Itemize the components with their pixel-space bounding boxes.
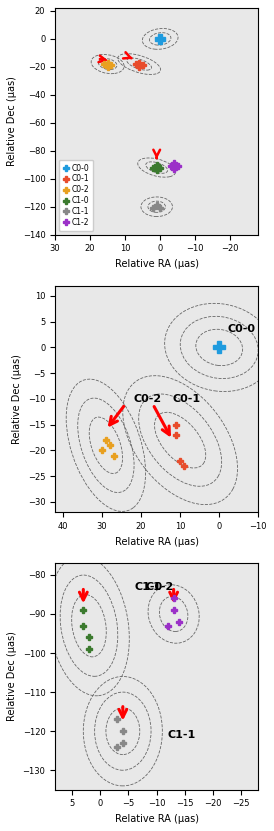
Text: C0-2: C0-2	[133, 394, 161, 404]
X-axis label: Relative RA (μas): Relative RA (μas)	[115, 259, 199, 269]
Text: C1-0: C1-0	[134, 582, 162, 592]
X-axis label: Relative RA (μas): Relative RA (μas)	[115, 814, 199, 824]
Text: C1-2: C1-2	[145, 582, 174, 592]
X-axis label: Relative RA (μas): Relative RA (μas)	[115, 537, 199, 547]
Text: C0-1: C0-1	[172, 394, 201, 404]
Y-axis label: Relative Dec (μas): Relative Dec (μas)	[12, 354, 22, 444]
Legend: C0-0, C0-1, C0-2, C1-0, C1-1, C1-2: C0-0, C0-1, C0-2, C1-0, C1-1, C1-2	[59, 160, 93, 231]
Y-axis label: Relative Dec (μas): Relative Dec (μas)	[7, 632, 17, 721]
Y-axis label: Relative Dec (μas): Relative Dec (μas)	[7, 76, 17, 166]
Text: C0-0: C0-0	[227, 324, 255, 334]
Text: C1-1: C1-1	[168, 730, 196, 740]
